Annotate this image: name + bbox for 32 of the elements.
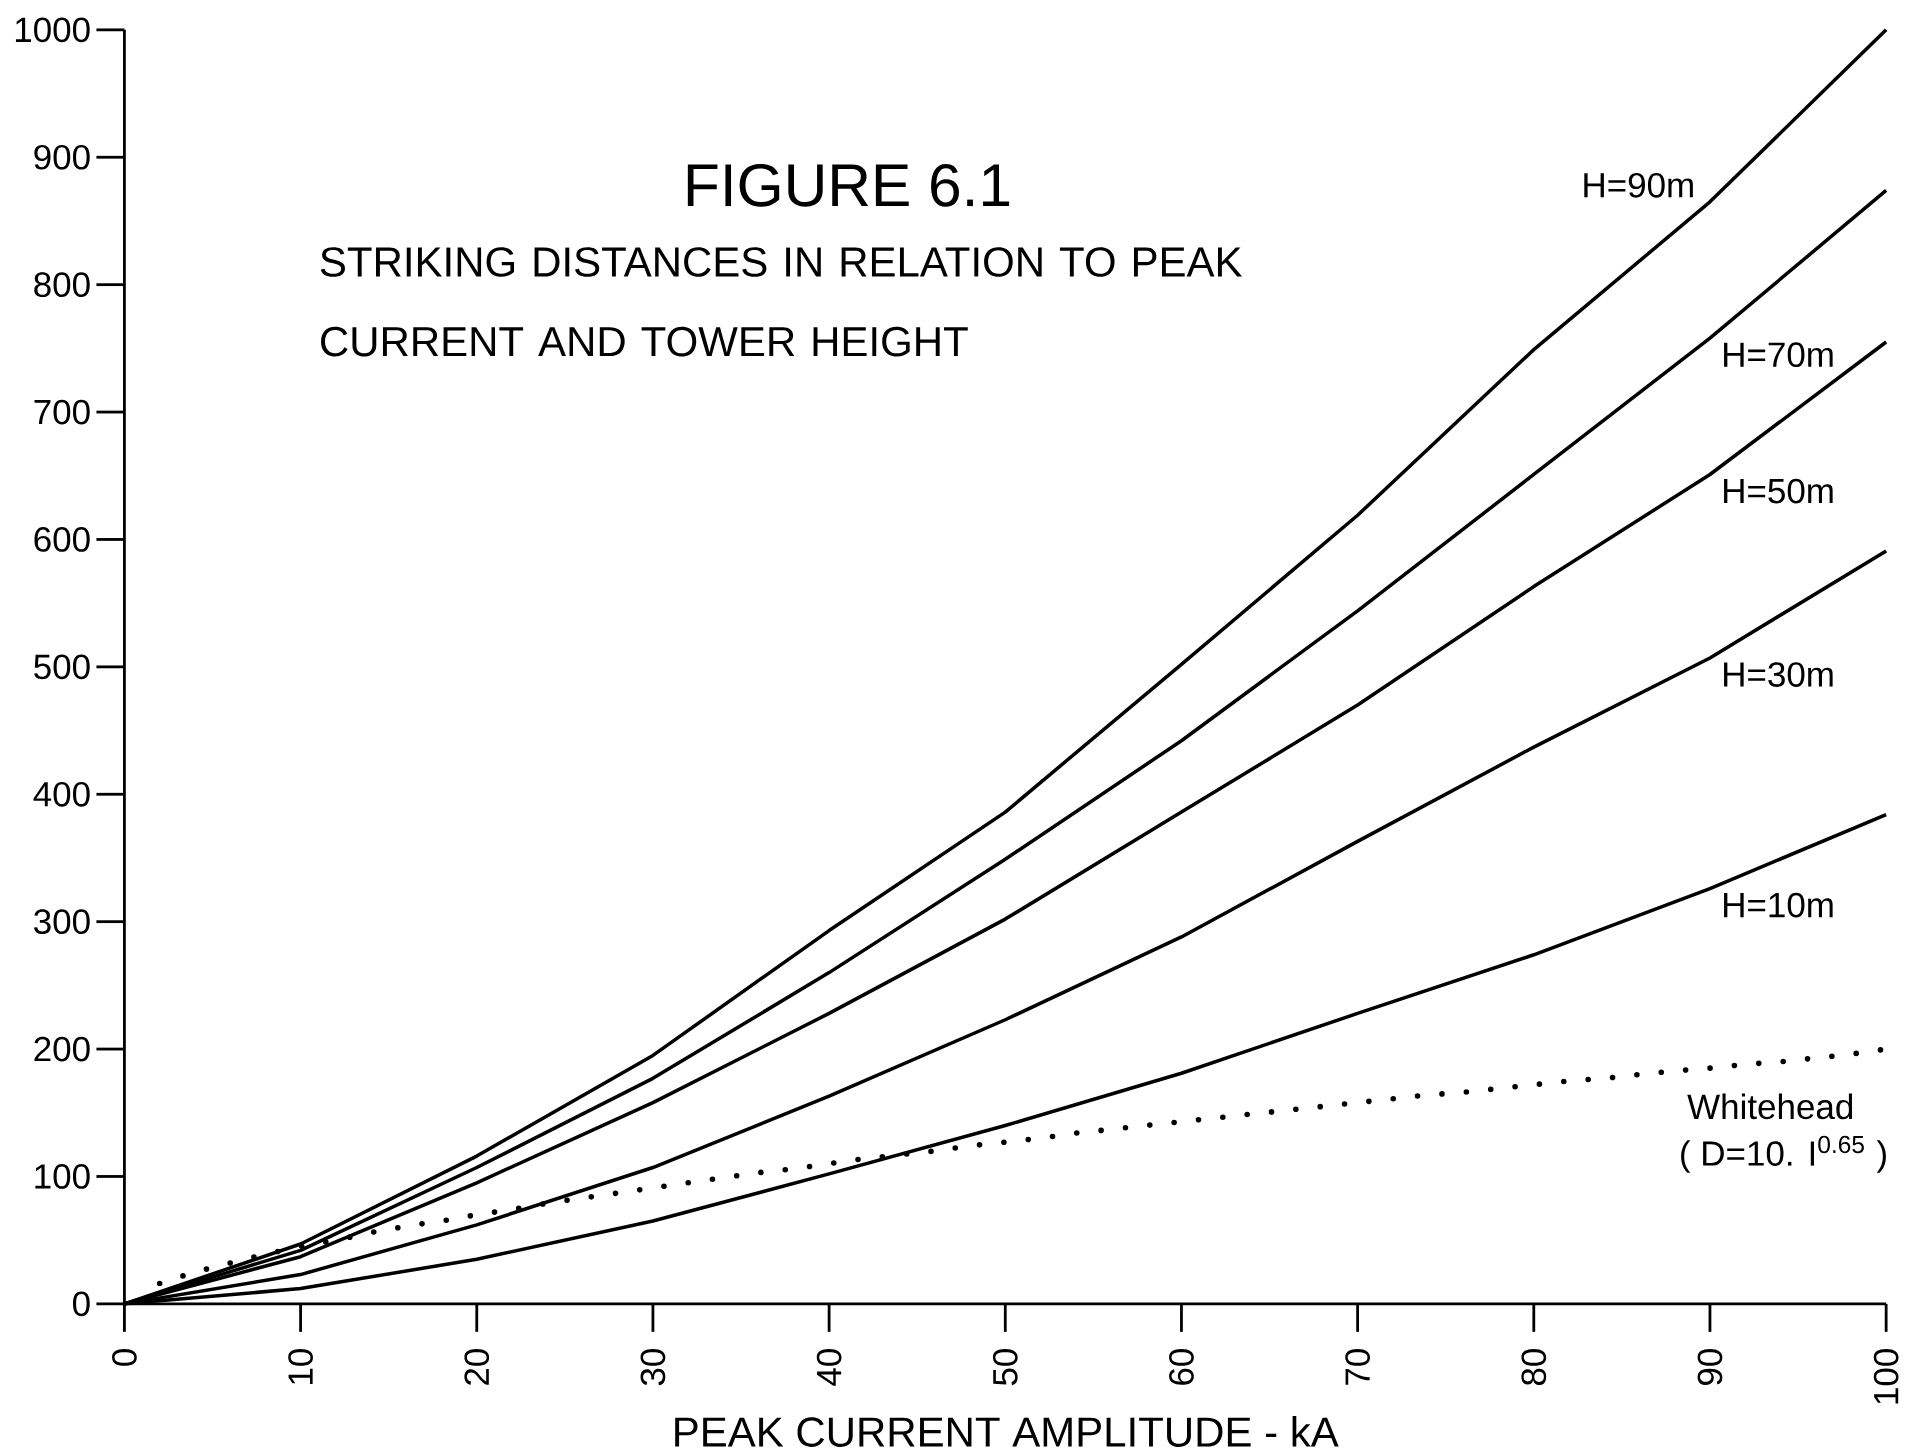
y-tick-label: 1000 (15, 17, 90, 43)
y-tick-label: 0 (72, 1291, 90, 1317)
x-tick-label: 90 (1697, 1348, 1723, 1385)
x-tick-label: 0 (112, 1348, 137, 1366)
y-tick-label: 800 (34, 272, 90, 297)
series-label: H=70m (1724, 342, 1833, 368)
text: FIGURE 6.1 (687, 163, 1010, 207)
series-label: H=90m (1584, 172, 1693, 198)
x-tick-label: 50 (992, 1348, 1018, 1386)
x-tick-label: 40 (816, 1348, 842, 1386)
y-tick-label: 300 (34, 909, 90, 934)
x-tick-label: 100 (1873, 1348, 1899, 1404)
x-tick-label: 70 (1345, 1348, 1370, 1385)
x-tick-label: 60 (1169, 1348, 1194, 1385)
annotation: ( D=10. I$^{0.65}$ ) (1681, 1135, 1886, 1173)
y-tick-label: 700 (34, 399, 90, 425)
series-label: H=10m (1724, 892, 1833, 918)
y-tick-label: 600 (34, 527, 90, 552)
x-tick-label: 20 (464, 1348, 490, 1385)
x-tick-label: 30 (640, 1348, 666, 1386)
series-label: H=50m (1724, 478, 1833, 504)
y-tick-label: 200 (34, 1036, 90, 1062)
y-tick-label: 900 (34, 144, 90, 170)
text: STRIKING DISTANCES IN RELATION TO PEAK CURRENT AND TOWER HEIGHT (320, 247, 1243, 357)
x-tick-label: 80 (1521, 1348, 1547, 1385)
x-axis-title: PEAK CURRENT AMPLITUDE - kA (675, 1416, 1339, 1447)
y-tick-label: 100 (35, 1164, 90, 1189)
series-label: Whitehead (1687, 1093, 1853, 1120)
series-label: H=30m (1724, 662, 1833, 687)
y-tick-label: 400 (33, 781, 90, 807)
x-tick-label: 10 (288, 1348, 313, 1384)
y-tick-label: 500 (34, 654, 90, 680)
